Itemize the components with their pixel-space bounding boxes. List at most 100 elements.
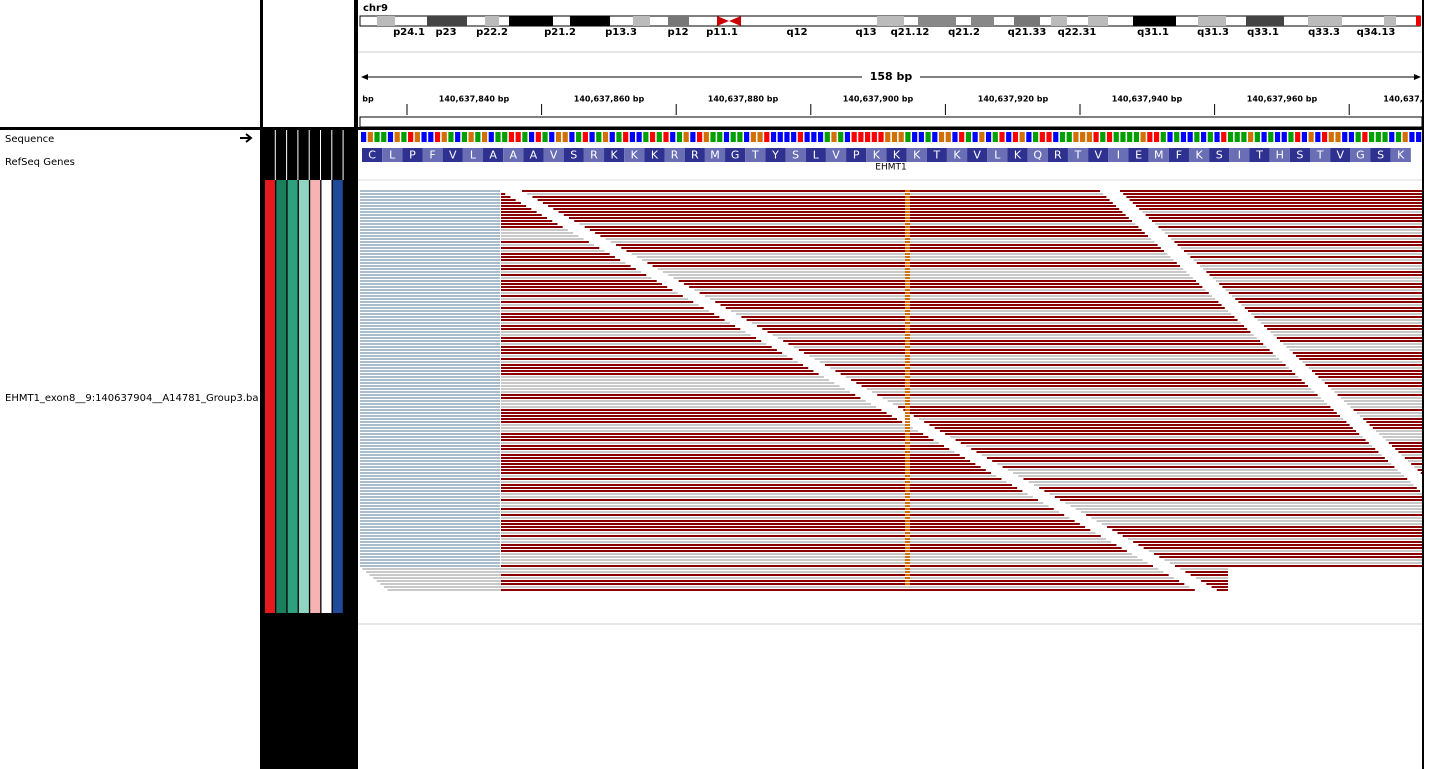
read: [360, 523, 500, 525]
base: [1281, 132, 1287, 142]
mismatch: [905, 277, 910, 279]
amino-acid: K: [611, 149, 619, 162]
read: [595, 232, 1145, 234]
mismatch: [905, 241, 910, 243]
read: [699, 292, 1209, 294]
read: [501, 577, 1174, 579]
mismatch: [905, 289, 910, 291]
base: [979, 132, 985, 142]
mismatch: [905, 328, 910, 330]
mismatch: [905, 292, 910, 294]
read: [1315, 373, 1422, 375]
codon: [583, 148, 605, 162]
read: [1033, 484, 1414, 486]
codon: [624, 148, 645, 162]
codon: [725, 148, 746, 162]
read: [501, 352, 783, 354]
codon: [1128, 148, 1149, 162]
read: [501, 574, 1169, 576]
ruler-label: bp: [362, 95, 374, 104]
read: [387, 589, 528, 591]
read: [360, 532, 500, 534]
read: [1222, 286, 1422, 288]
read: [501, 235, 579, 237]
read: [1168, 235, 1422, 237]
read: [360, 361, 500, 363]
base: [1402, 132, 1408, 142]
read: [579, 223, 1136, 225]
mismatch: [905, 376, 910, 378]
read: [360, 367, 500, 369]
amino-acid: S: [1296, 149, 1303, 162]
read: [501, 400, 866, 402]
base: [515, 132, 521, 142]
mismatch: [905, 460, 910, 462]
span-bg: [862, 70, 920, 84]
strand-arrow[interactable]: [240, 133, 253, 143]
base: [1321, 132, 1328, 142]
base: [414, 132, 420, 142]
codon: [543, 148, 564, 162]
cytoband: [1384, 16, 1396, 26]
read: [360, 430, 500, 432]
base: [723, 132, 730, 142]
read: [814, 358, 1280, 360]
mismatch: [905, 523, 910, 525]
read: [636, 256, 1171, 258]
read: [501, 232, 574, 234]
read: [501, 481, 1007, 483]
read: [548, 205, 1116, 207]
read: [1267, 328, 1422, 330]
read: [1270, 331, 1422, 333]
base: [1120, 132, 1126, 142]
read: [501, 547, 1122, 549]
read: [793, 346, 1267, 348]
mismatch: [905, 487, 910, 489]
read: [1007, 469, 1398, 471]
codon: [503, 148, 524, 162]
read: [501, 385, 840, 387]
read: [360, 439, 500, 441]
read: [1206, 583, 1228, 585]
read: [1420, 472, 1422, 474]
attribute: [321, 180, 332, 613]
codon: [442, 148, 463, 162]
read: [501, 223, 558, 225]
amino-acid: R: [671, 149, 679, 162]
read: [501, 367, 809, 369]
base: [1194, 132, 1200, 142]
amino-acid: A: [489, 149, 497, 162]
base: [885, 132, 891, 142]
base: [952, 132, 958, 142]
read: [360, 499, 500, 501]
read: [730, 310, 1228, 312]
read: [1200, 265, 1422, 267]
codon: [1168, 148, 1189, 162]
read: [1388, 442, 1422, 444]
read: [501, 358, 793, 360]
base: [1295, 132, 1301, 142]
divider: [260, 0, 263, 769]
read: [1257, 319, 1422, 321]
amino-acid: F: [1176, 149, 1182, 162]
base: [1073, 132, 1079, 142]
read: [621, 247, 1161, 249]
read: [360, 370, 500, 372]
cytoband-label: q21.12: [891, 27, 930, 38]
amino-acid: T: [932, 149, 940, 162]
read: [663, 271, 1187, 273]
read: [1337, 394, 1422, 396]
read: [501, 586, 1190, 588]
mismatch: [905, 511, 910, 513]
read: [887, 400, 1324, 402]
codon: [805, 148, 826, 162]
mismatch: [905, 412, 910, 414]
cytoband: [1088, 16, 1108, 26]
mismatch: [905, 304, 910, 306]
mismatch: [905, 274, 910, 276]
read: [501, 253, 610, 255]
read: [626, 250, 1164, 252]
mismatch: [905, 562, 910, 564]
read: [616, 244, 1158, 246]
